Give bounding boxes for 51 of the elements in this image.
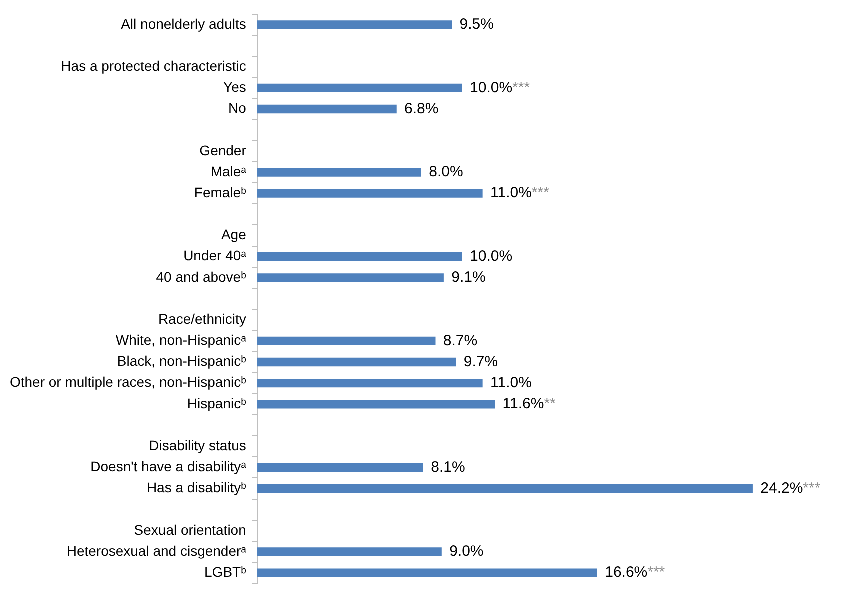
y-tick-label: All nonelderly adults (121, 16, 246, 32)
y-tick-label: Under 40ᵃ (184, 248, 248, 264)
data-label: 11.6%** (502, 396, 556, 413)
y-tick-label: White, non-Hispanicᵃ (116, 332, 248, 348)
data-label: 10.0%*** (470, 79, 530, 96)
y-tick-label: Has a disabilityᵇ (146, 480, 246, 496)
y-tick-label: Black, non-Hispanicᵇ (117, 353, 246, 370)
data-label: 9.0% (450, 543, 484, 560)
bar (257, 336, 436, 346)
bar (257, 104, 397, 114)
bar (257, 358, 456, 367)
bar (257, 548, 442, 556)
y-tick-label: Age (221, 226, 247, 243)
bar (257, 189, 483, 198)
data-label: 9.5% (460, 16, 494, 34)
data-label: 24.2%*** (760, 480, 821, 497)
y-tick-label: Race/ethnicity (158, 310, 246, 327)
bar (257, 252, 462, 262)
bar (257, 168, 422, 177)
bar (257, 463, 424, 472)
bar (257, 84, 462, 93)
y-tick-label: Has a protected characteristic (61, 58, 246, 74)
y-tick-label: Doesn't have a disabilityᵃ (90, 458, 248, 475)
bar (257, 274, 444, 282)
bar (257, 568, 598, 578)
bar (257, 378, 483, 388)
data-label: 16.6%*** (605, 564, 666, 582)
y-tick-label: Yes (224, 79, 246, 96)
y-tick-label: 40 and aboveᵇ (156, 268, 246, 285)
data-label: 11.0%*** (490, 184, 550, 202)
data-label: 9.7% (464, 353, 498, 370)
bar (257, 400, 496, 409)
data-label: 6.8% (404, 100, 439, 118)
y-tick-label: No (228, 100, 247, 116)
bar (257, 20, 452, 30)
y-tick-label: Maleᵃ (210, 163, 248, 180)
y-tick-label: Disability status (149, 437, 246, 454)
data-label: 10.0% (470, 248, 513, 265)
data-label: 8.1% (431, 458, 466, 476)
y-tick-label: LGBTᵇ (204, 564, 246, 580)
data-label: 8.0% (429, 164, 464, 181)
y-tick-label: Hispanicᵇ (187, 395, 246, 412)
data-label: 8.7% (443, 332, 478, 350)
y-tick-label: Gender (200, 142, 247, 158)
data-label: 11.0% (490, 374, 532, 392)
data-label: 9.1% (452, 269, 486, 286)
y-tick-label: Other or multiple races, non-Hispanicᵇ (10, 374, 246, 390)
bar (257, 484, 753, 494)
y-tick-label: Femaleᵇ (194, 184, 246, 200)
y-tick-label: Sexual orientation (134, 522, 246, 538)
y-tick-label: Heterosexual and cisgenderᵃ (66, 542, 248, 559)
